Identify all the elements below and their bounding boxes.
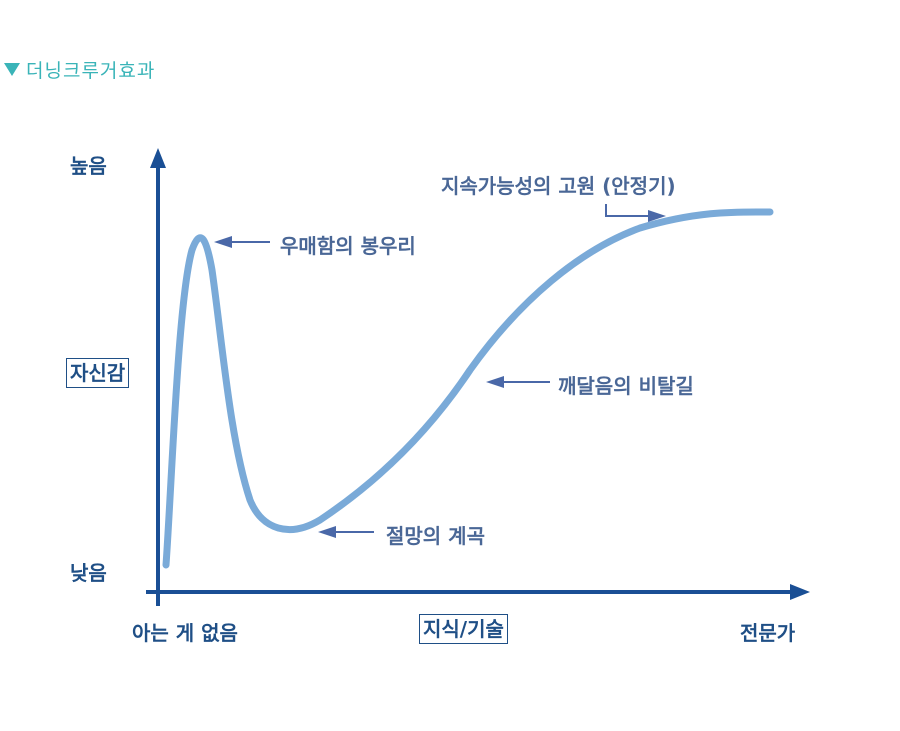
y-axis-arrow-icon: [150, 148, 166, 168]
annotation-slope: 깨달음의 비탈길: [558, 374, 694, 398]
y-axis-title: 자신감: [66, 358, 130, 388]
x-axis-title: 지식/기술: [419, 614, 508, 644]
y-axis-low-label: 낮음: [70, 561, 107, 585]
slope-arrow-icon: [486, 376, 550, 388]
confidence-curve: [162, 208, 774, 569]
triangle-down-icon: [4, 63, 20, 76]
peak-arrow-icon: [214, 236, 270, 248]
x-axis-arrow-icon: [790, 584, 810, 600]
annotation-peak: 우매함의 봉우리: [280, 234, 416, 258]
x-axis-end-label: 전문가: [740, 621, 796, 645]
valley-arrow-icon: [318, 526, 374, 538]
annotation-plateau: 지속가능성의 고원 (안정기): [441, 174, 676, 198]
x-axis-start-label: 아는 게 없음: [132, 621, 238, 645]
title-text: 더닝크루거효과: [26, 60, 156, 82]
plateau-arrow-icon: [605, 204, 666, 222]
diagram-title: 더닝크루거효과: [4, 56, 155, 83]
annotation-valley: 절망의 계곡: [386, 524, 485, 548]
y-axis-high-label: 높음: [70, 154, 107, 178]
